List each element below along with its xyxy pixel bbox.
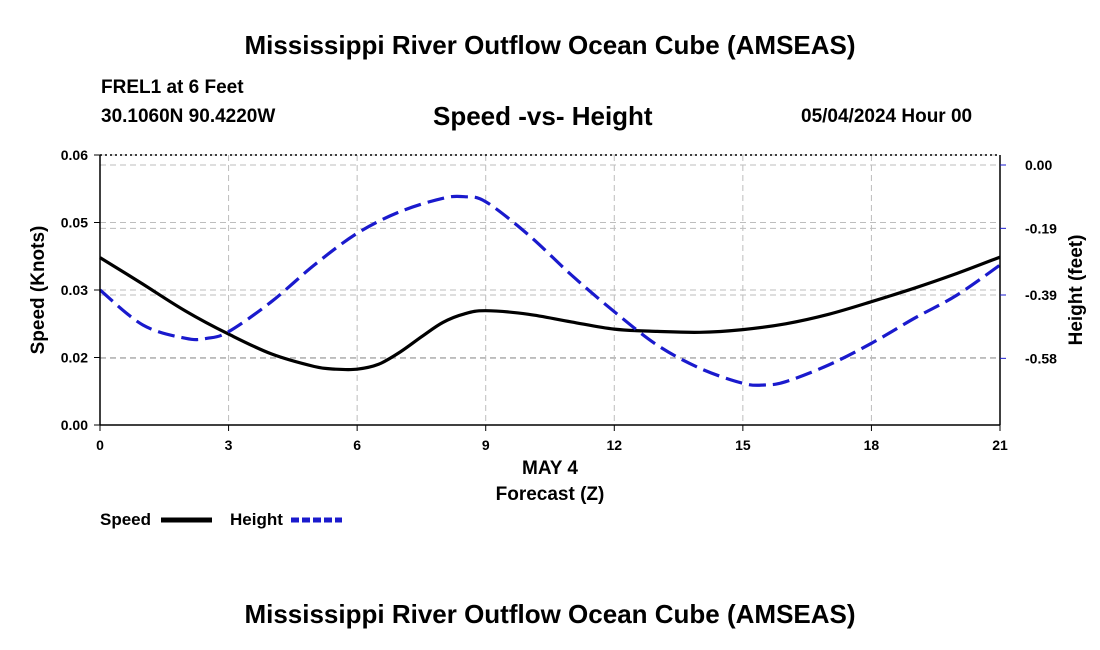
y-tick-label: 0.05 xyxy=(61,215,88,231)
y2-tick-label: 0.00 xyxy=(1025,157,1052,173)
x-tick-label: 12 xyxy=(606,437,622,453)
x-tick-label: 0 xyxy=(96,437,104,453)
legend-label-speed: Speed xyxy=(100,510,151,529)
x-tick-label: 18 xyxy=(864,437,880,453)
legend: Speed Height xyxy=(100,510,342,529)
forecast-date: 05/04/2024 Hour 00 xyxy=(801,106,973,127)
y-axis-title: Speed (Knots) xyxy=(28,226,49,355)
y2-tick-label: -0.39 xyxy=(1025,287,1057,303)
y-tick-label: 0.00 xyxy=(61,417,88,433)
y-tick-label: 0.03 xyxy=(61,282,88,298)
footer-title: Mississippi River Outflow Ocean Cube (AM… xyxy=(244,599,856,629)
series-line-height xyxy=(98,194,1001,387)
plot-frame xyxy=(99,154,1001,426)
main-title: Mississippi River Outflow Ocean Cube (AM… xyxy=(244,30,856,60)
legend-label-height: Height xyxy=(230,510,283,529)
station-name: FREL1 at 6 Feet xyxy=(101,77,244,98)
series-lines xyxy=(98,194,1001,387)
x-axis-date-label: MAY 4 xyxy=(522,458,578,479)
y2-tick-label: -0.58 xyxy=(1025,350,1057,366)
grid-lines xyxy=(100,154,1000,425)
x-axis-title: Forecast (Z) xyxy=(496,484,605,505)
axis-ticks: 0 3 6 9 12 15 18 21 0.00 0.02 0.03 0.05 0.06 0.00 -0.1… xyxy=(61,147,1057,453)
y-tick-label: 0.06 xyxy=(61,147,88,163)
x-tick-label: 6 xyxy=(353,437,361,453)
x-tick-label: 15 xyxy=(735,437,751,453)
y2-tick-label: -0.19 xyxy=(1025,220,1057,236)
y-tick-label: 0.02 xyxy=(61,350,88,366)
station-coordinates: 30.1060N 90.4220W xyxy=(101,106,276,127)
x-tick-label: 21 xyxy=(992,437,1008,453)
series-line-speed xyxy=(99,255,1001,372)
x-tick-label: 3 xyxy=(225,437,233,453)
y2-axis-title: Height (feet) xyxy=(1066,235,1087,346)
chart-title: Speed -vs- Height xyxy=(433,101,653,131)
x-tick-label: 9 xyxy=(482,437,490,453)
